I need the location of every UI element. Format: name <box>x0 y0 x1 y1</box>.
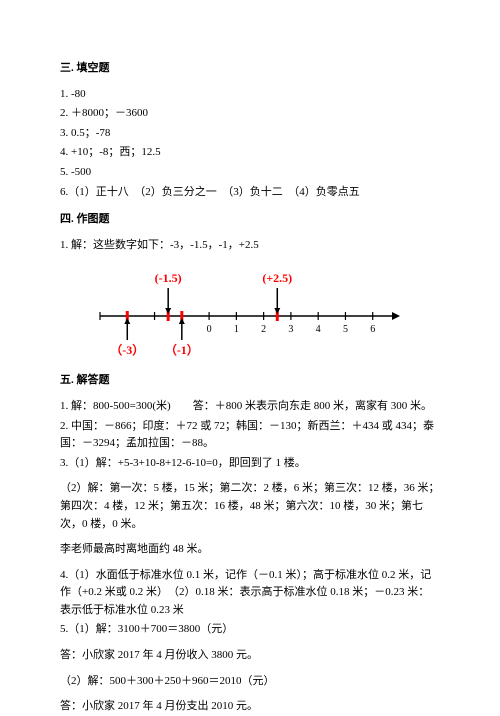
s5-q5-2: （2）解：500＋300＋250＋960＝2010（元） <box>60 673 440 691</box>
s5-q3-2a: （2）解：第一次：5 楼，15 米；第二次：2 楼，6 米；第三次：12 楼，3… <box>60 480 440 533</box>
svg-text:4: 4 <box>316 324 321 335</box>
s5-q4: 4.（1）水面低于标准水位 0.1 米，记作（－0.1 米）；高于标准水位 0.… <box>60 567 440 620</box>
s3-q6: 6.（1）正十八 （2）负三分之一 （3）负十二 （4）负零点五 <box>60 184 440 202</box>
s5-q3-1: 3.（1）解：+5-3+10-8+12-6-10=0，即回到了 1 楼。 <box>60 455 440 473</box>
number-line-figure: 0 1 2 3 4 5 6 (-1.5) (+2.5) （-3） （-1） <box>90 268 440 358</box>
s5-q3-2b: 李老师最高时离地面约 48 米。 <box>60 541 440 559</box>
svg-text:1: 1 <box>234 324 239 335</box>
s3-q2: 2. ＋8000；－3600 <box>60 105 440 123</box>
s3-q3: 3. 0.5；-78 <box>60 125 440 143</box>
s3-q1: 1. -80 <box>60 86 440 104</box>
svg-text:2: 2 <box>261 324 266 335</box>
s5-q5-1: 5.（1）解：3100＋700＝3800（元） <box>60 621 440 639</box>
section-5-title: 五. 解答题 <box>60 372 440 390</box>
s5-q5-2a: 答：小欣家 2017 年 4 月份支出 2010 元。 <box>60 698 440 716</box>
s5-q1: 1. 解：800-500=300(米) 答：＋800 米表示向东走 800 米，… <box>60 398 440 416</box>
svg-text:5: 5 <box>343 324 348 335</box>
section-4-title: 四. 作图题 <box>60 211 440 229</box>
svg-text:6: 6 <box>370 324 375 335</box>
svg-text:（-1）: （-1） <box>165 342 199 357</box>
svg-text:3: 3 <box>288 324 293 335</box>
svg-text:(+2.5): (+2.5) <box>262 271 292 285</box>
s3-q4: 4. +10；-8；西；12.5 <box>60 144 440 162</box>
svg-text:（-3）: （-3） <box>110 342 144 357</box>
svg-text:0: 0 <box>207 324 212 335</box>
section-3-title: 三. 填空题 <box>60 60 440 78</box>
svg-text:(-1.5): (-1.5) <box>155 271 182 285</box>
s5-q5-1a: 答：小欣家 2017 年 4 月份收入 3800 元。 <box>60 647 440 665</box>
number-line-svg: 0 1 2 3 4 5 6 (-1.5) (+2.5) （-3） （-1） <box>90 268 410 358</box>
s5-q2: 2. 中国：－866；印度：＋72 或 72；韩国：－130；新西兰：＋434 … <box>60 418 440 453</box>
s3-q5: 5. -500 <box>60 164 440 182</box>
s4-q1: 1. 解：这些数字如下：-3，-1.5，-1，+2.5 <box>60 237 440 255</box>
